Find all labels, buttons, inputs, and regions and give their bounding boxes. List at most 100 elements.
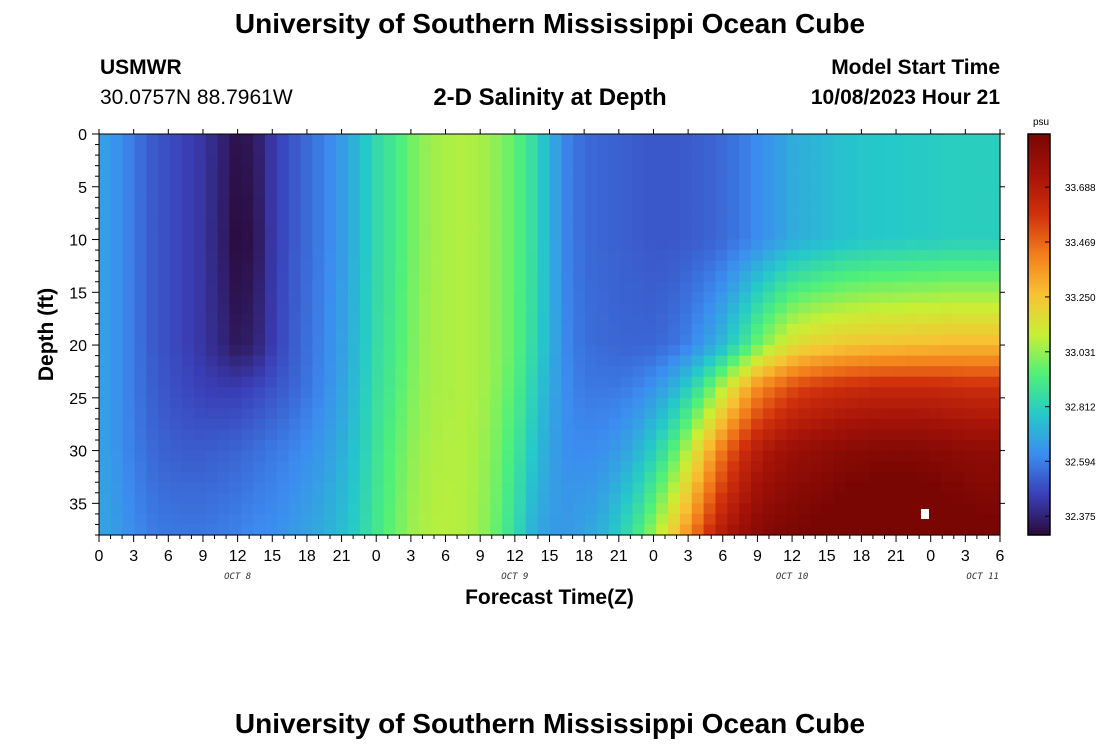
- heatmap-cell: [181, 176, 195, 188]
- heatmap-cell: [181, 207, 195, 220]
- heatmap-cell: [952, 239, 966, 251]
- heatmap-cell: [668, 323, 681, 336]
- heatmap-cell: [395, 155, 408, 167]
- heatmap-cell: [537, 218, 551, 230]
- heatmap-cell: [561, 155, 574, 167]
- heatmap-cell: [561, 165, 574, 177]
- heatmap-cell: [170, 323, 183, 336]
- heatmap-cell: [430, 155, 444, 167]
- heatmap-cell: [822, 418, 835, 431]
- heatmap-cell: [810, 408, 823, 420]
- heatmap-cell: [869, 313, 883, 325]
- heatmap-cell: [264, 503, 278, 515]
- heatmap-cell: [276, 313, 290, 325]
- heatmap-cell: [371, 450, 385, 462]
- heatmap-cell: [905, 408, 918, 420]
- heatmap-cell: [668, 387, 681, 399]
- heatmap-cell: [774, 418, 788, 431]
- heatmap-cell: [988, 482, 1001, 494]
- heatmap-cell: [703, 345, 717, 357]
- heatmap-cell: [217, 503, 231, 515]
- heatmap-cell: [253, 144, 266, 156]
- heatmap-cell: [644, 250, 657, 262]
- heatmap-cell: [395, 429, 408, 441]
- heatmap-cell: [786, 271, 800, 283]
- heatmap-cell: [181, 345, 195, 357]
- heatmap-cell: [834, 165, 847, 177]
- heatmap-cell: [549, 418, 562, 431]
- heatmap-cell: [549, 228, 562, 241]
- heatmap-cell: [976, 366, 989, 378]
- heatmap-cell: [430, 461, 444, 473]
- heatmap-cell: [502, 281, 515, 293]
- heatmap-cell: [703, 176, 717, 188]
- heatmap-cell: [857, 271, 871, 283]
- heatmap-cell: [893, 429, 906, 441]
- heatmap-cell: [122, 440, 136, 452]
- heatmap-cell: [525, 144, 539, 156]
- heatmap-cell: [786, 376, 800, 388]
- heatmap-cell: [845, 461, 859, 473]
- heatmap-cell: [454, 461, 468, 473]
- x-tick-label: 15: [541, 548, 559, 565]
- heatmap-cell: [264, 397, 278, 409]
- heatmap-cell: [976, 323, 989, 336]
- heatmap-cell: [312, 471, 325, 483]
- heatmap-cell: [727, 345, 740, 357]
- heatmap-cell: [478, 450, 491, 462]
- heatmap-cell: [371, 355, 385, 367]
- heatmap-cell: [525, 292, 539, 304]
- heatmap-cell: [656, 503, 669, 515]
- heatmap-cell: [229, 355, 242, 367]
- heatmap-cell: [869, 376, 883, 388]
- heatmap-cell: [253, 440, 266, 452]
- heatmap-cell: [300, 250, 313, 262]
- heatmap-cell: [430, 207, 444, 220]
- heatmap-cell: [383, 397, 396, 409]
- heatmap-cell: [976, 292, 989, 304]
- heatmap-cell: [940, 239, 954, 251]
- heatmap-cell: [347, 292, 361, 304]
- heatmap-cell: [466, 513, 479, 526]
- heatmap-cell: [537, 429, 551, 441]
- heatmap-cell: [762, 429, 776, 441]
- heatmap-cell: [513, 366, 527, 378]
- heatmap-cell: [241, 450, 254, 462]
- heatmap-cell: [976, 503, 989, 515]
- heatmap-cell: [371, 513, 385, 526]
- heatmap-cell: [359, 186, 373, 198]
- heatmap-cell: [822, 292, 835, 304]
- heatmap-cell: [537, 144, 551, 156]
- heatmap-cell: [845, 239, 859, 251]
- heatmap-cell: [976, 134, 989, 146]
- heatmap-cell: [502, 492, 515, 504]
- heatmap-cell: [312, 397, 325, 409]
- heatmap-cell: [134, 440, 148, 452]
- heatmap-cell: [193, 313, 207, 325]
- heatmap-cell: [490, 440, 503, 452]
- heatmap-cell: [502, 334, 515, 346]
- heatmap-cell: [466, 302, 479, 314]
- heatmap-cell: [786, 355, 800, 367]
- heatmap-cell: [668, 155, 681, 167]
- heatmap-cell: [786, 260, 800, 272]
- heatmap-cell: [205, 313, 219, 325]
- heatmap-cell: [964, 228, 977, 241]
- heatmap-cell: [229, 345, 242, 357]
- heatmap-cell: [122, 513, 136, 526]
- heatmap-cell: [383, 418, 396, 431]
- heatmap-cell: [336, 376, 349, 388]
- heatmap-cell: [668, 228, 681, 241]
- heatmap-cell: [122, 450, 136, 462]
- heatmap-cell: [134, 334, 148, 346]
- heatmap-cell: [442, 408, 456, 420]
- heatmap-cell: [810, 397, 823, 409]
- heatmap-cell: [691, 186, 705, 198]
- heatmap-cell: [122, 345, 136, 357]
- heatmap-cell: [312, 165, 325, 177]
- heatmap-cell: [988, 176, 1001, 188]
- heatmap-cell: [881, 271, 894, 283]
- heatmap-cell: [834, 503, 847, 515]
- heatmap-cell: [928, 302, 942, 314]
- heatmap-cell: [679, 218, 693, 230]
